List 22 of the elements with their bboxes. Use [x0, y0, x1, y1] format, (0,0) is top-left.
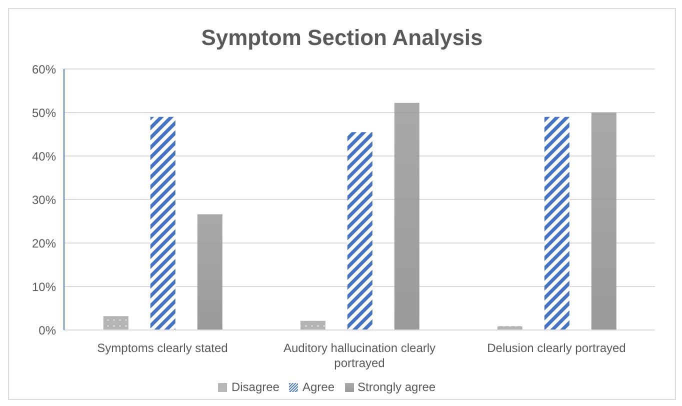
- bar: [544, 116, 570, 330]
- bar: [150, 116, 176, 330]
- legend-label: Disagree: [231, 380, 280, 394]
- y-tick-label: 40%: [32, 149, 56, 164]
- chart-title: Symptom Section Analysis: [200, 24, 484, 52]
- bar: [347, 132, 372, 330]
- bar: [591, 112, 616, 330]
- y-tick-label: 30%: [32, 192, 56, 207]
- y-tick-label: 0%: [38, 323, 56, 338]
- x-tick-label: Delusion clearly portrayed: [487, 341, 626, 355]
- legend-label: Strongly agree: [358, 380, 436, 394]
- x-tick-label: Symptoms clearly stated: [97, 341, 228, 355]
- y-tick-label: 60%: [32, 62, 56, 76]
- y-tick-label: 50%: [32, 106, 56, 120]
- legend-label: Agree: [302, 380, 334, 394]
- bar: [103, 316, 128, 330]
- bar: [394, 102, 420, 330]
- x-tick-label: Auditory hallucination clearly portrayed: [283, 341, 436, 370]
- y-tick-label: 10%: [32, 280, 56, 294]
- bar: [300, 320, 326, 330]
- y-tick-label: 20%: [32, 236, 56, 250]
- bar: [197, 214, 222, 330]
